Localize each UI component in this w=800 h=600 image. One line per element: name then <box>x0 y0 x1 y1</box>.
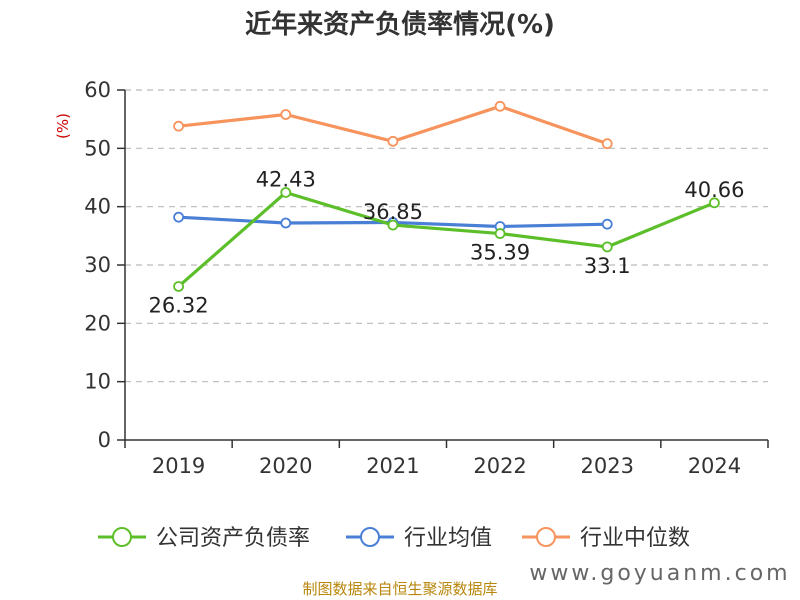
y-axis-unit: (%) <box>54 113 72 139</box>
data-label: 36.85 <box>363 200 423 224</box>
data-point <box>601 138 613 150</box>
legend-item-0: 公司资产负债率 <box>98 526 310 551</box>
x-tick-label: 2019 <box>152 454 205 478</box>
data-point <box>494 100 506 112</box>
grid-lines <box>125 89 768 383</box>
y-tick-label: 50 <box>84 136 111 160</box>
y-tick-label: 0 <box>98 428 111 452</box>
y-tick-label: 40 <box>84 195 111 219</box>
x-axis-ticks: 2019 2020 2021 2022 2023 2024 <box>124 440 769 478</box>
data-point <box>601 241 613 253</box>
data-label: 33.1 <box>584 254 631 278</box>
legend-swatch-marker <box>360 527 380 547</box>
data-point <box>387 135 399 147</box>
data-label: 40.66 <box>684 178 744 202</box>
x-tick-label: 2022 <box>473 454 526 478</box>
legend-item-2: 行业中位数 <box>522 526 690 551</box>
series-group <box>173 100 720 292</box>
y-tick-label: 60 <box>84 78 111 102</box>
legend-label: 行业中位数 <box>580 526 690 551</box>
legend-swatch-marker <box>112 527 132 547</box>
data-label: 35.39 <box>470 241 530 265</box>
data-point <box>173 211 184 223</box>
x-tick-label: 2024 <box>688 454 741 478</box>
series-line <box>177 190 716 288</box>
series-2 <box>173 100 613 150</box>
data-label: 26.32 <box>149 293 209 317</box>
x-tick-label: 2023 <box>581 454 634 478</box>
legend-label: 行业均值 <box>404 526 492 551</box>
y-tick-label: 20 <box>84 311 111 335</box>
legend: 公司资产负债率 行业均值 行业中位数 <box>98 526 690 551</box>
legend-swatch-marker <box>536 527 556 547</box>
data-point <box>280 187 292 198</box>
data-point <box>173 120 184 132</box>
series-0 <box>173 187 720 292</box>
y-tick-label: 10 <box>84 370 111 394</box>
data-label: 42.43 <box>256 167 316 191</box>
legend-label: 公司资产负债率 <box>156 526 310 551</box>
data-point <box>387 219 399 231</box>
data-point <box>173 281 184 292</box>
data-point <box>494 228 506 239</box>
data-point <box>709 197 720 209</box>
y-tick-label: 30 <box>84 253 111 277</box>
source-note: 制图数据来自恒生聚源数据库 <box>302 580 497 598</box>
y-axis-ticks: 0 10 20 30 40 50 60 <box>84 78 125 452</box>
data-point <box>280 217 292 229</box>
data-point <box>601 218 613 230</box>
data-labels: 26.32 42.43 36.85 35.39 33.1 40.66 <box>149 167 745 317</box>
x-tick-label: 2020 <box>259 454 312 478</box>
chart-title: 近年来资产负债率情况(%) <box>245 9 555 40</box>
legend-item-1: 行业均值 <box>346 526 492 551</box>
watermark: www.goyuanm.com <box>529 561 790 586</box>
data-point <box>280 109 292 120</box>
x-tick-label: 2021 <box>366 454 419 478</box>
